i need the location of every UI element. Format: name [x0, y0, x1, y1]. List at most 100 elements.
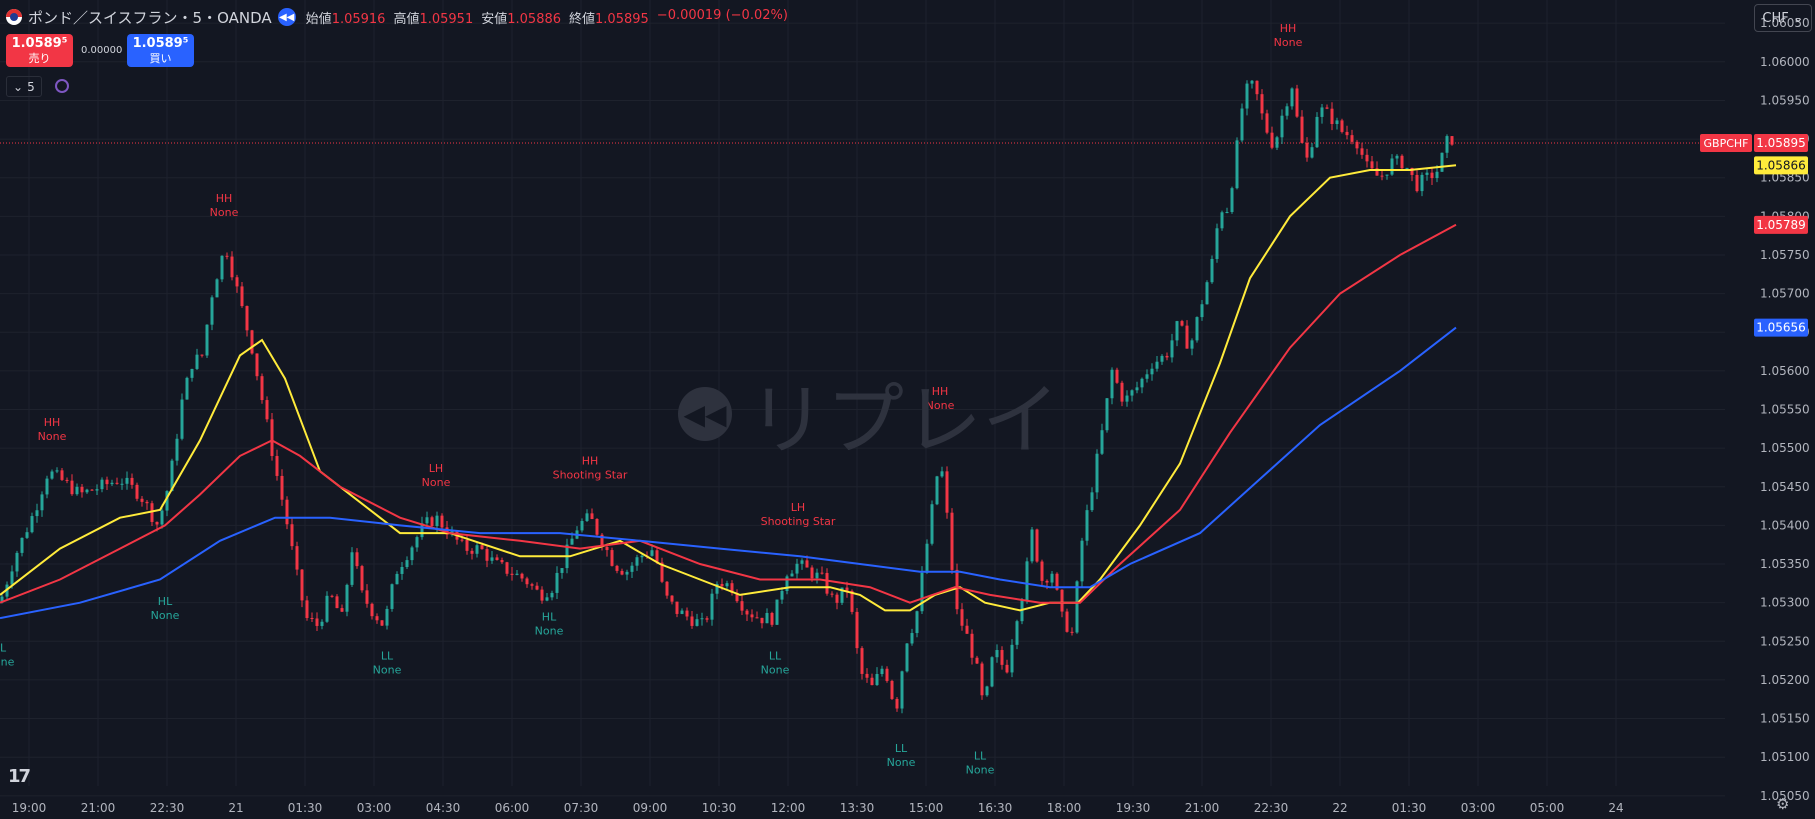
candle-body [260, 376, 264, 401]
candle-body [280, 475, 284, 500]
candle-body [1175, 321, 1179, 341]
candle-body [1105, 398, 1109, 431]
candle-body [1265, 113, 1269, 133]
interval-toggle[interactable]: ⌄ 5 [6, 76, 42, 97]
x-tick-label: 03:00 [357, 801, 392, 815]
ohlc-values: 始値1.05916 高値1.05951 安値1.05886 終値1.05895 … [306, 8, 788, 27]
candle-body [140, 498, 144, 502]
candle-body [395, 573, 399, 585]
candle-body [315, 618, 319, 626]
candle-body [285, 499, 289, 525]
candle-body [325, 595, 329, 622]
candle-body [500, 559, 504, 563]
open-value: 1.05916 [331, 11, 386, 27]
candle-body [885, 668, 889, 681]
replay-icon[interactable]: ◀◀ [277, 8, 296, 26]
candle-body [1320, 107, 1324, 117]
candle-body [40, 494, 44, 511]
swing-label: HH [44, 416, 61, 429]
candle-body [235, 277, 239, 287]
candle-body [1260, 94, 1264, 114]
candle-body [775, 599, 779, 625]
settings-icon[interactable]: ⚙ [1776, 795, 1790, 813]
candle-body [820, 572, 824, 574]
candle-body [110, 482, 114, 485]
pattern-label: Shooting Star [553, 468, 628, 481]
candle-body [640, 555, 644, 558]
candle-body [150, 503, 154, 522]
low-label: 安値 [481, 11, 508, 27]
candle-body [1070, 631, 1074, 633]
candle-body [120, 483, 124, 485]
sell-button[interactable]: 1.0589⁵ 売り [6, 34, 73, 67]
symbol-title[interactable]: ポンド／スイスフラン・5・OANDA [28, 8, 272, 27]
candle-body [1285, 106, 1289, 116]
candle-body [875, 673, 879, 686]
candle-body [250, 330, 254, 354]
candle-body [1065, 611, 1069, 632]
candle-body [770, 612, 774, 625]
candle-body [1100, 430, 1104, 454]
change-value: −0.00019 (−0.02%) [656, 7, 788, 23]
candle-body [515, 573, 519, 575]
swing-label: LH [791, 501, 805, 514]
x-tick-label: 04:30 [426, 801, 461, 815]
pattern-label: None [761, 663, 790, 676]
candle-body [170, 460, 174, 492]
y-tick-label: 1.05950 [1760, 93, 1810, 107]
x-tick-label: 15:00 [909, 801, 944, 815]
candle-body [1085, 510, 1089, 541]
candle-body [475, 545, 479, 554]
candle-body [990, 657, 994, 687]
candle-body [1415, 174, 1419, 192]
candle-body [480, 545, 484, 550]
candle-body [555, 572, 559, 593]
candle-body [435, 515, 439, 527]
candle-body [200, 354, 204, 356]
candle-body [365, 590, 369, 604]
trade-panel: 1.0589⁵ 売り 0.00000 1.0589⁵ 買い [6, 34, 194, 67]
candle-body [560, 568, 564, 573]
candle-body [1335, 120, 1339, 125]
candle-body [1430, 172, 1434, 179]
candle-body [270, 419, 274, 456]
candle-body [1140, 378, 1144, 388]
x-tick-label: 07:30 [564, 801, 599, 815]
candle-body [1000, 650, 1004, 665]
y-tick-label: 1.05400 [1760, 518, 1810, 532]
replay-watermark-icon: ◀◀ [678, 387, 732, 441]
candle-body [925, 543, 929, 573]
moving-average-line [0, 223, 1457, 604]
y-tick-label: 1.05250 [1760, 634, 1810, 648]
candle-body [245, 306, 249, 331]
x-tick-label: 09:00 [633, 801, 668, 815]
candle-body [1235, 140, 1239, 189]
tradingview-logo[interactable]: 17 [8, 766, 31, 787]
candle-body [785, 576, 789, 592]
candle-body [755, 617, 759, 619]
candle-body [795, 563, 799, 574]
candle-body [700, 618, 704, 620]
candle-body [155, 521, 159, 525]
buy-button[interactable]: 1.0589⁵ 買い [127, 34, 194, 67]
x-tick-label: 21 [228, 801, 243, 815]
candle-body [1030, 529, 1034, 562]
candle-body [20, 537, 24, 553]
sync-icon[interactable] [55, 79, 69, 93]
candle-body [255, 353, 259, 377]
currency-selector[interactable]: CHF ⌄ [1754, 4, 1812, 32]
candle-body [1340, 120, 1344, 132]
candle-body [815, 572, 819, 579]
spread-value: 0.00000 [81, 45, 123, 56]
candle-body [1370, 161, 1374, 169]
low-value: 1.05886 [507, 11, 562, 27]
candle-body [965, 625, 969, 634]
candle-body [720, 583, 724, 587]
price-tag [1754, 215, 1808, 234]
swing-label: LL [974, 750, 987, 763]
candle-body [385, 608, 389, 626]
candle-body [380, 620, 384, 626]
candle-body [305, 600, 309, 618]
candle-body [440, 515, 444, 528]
